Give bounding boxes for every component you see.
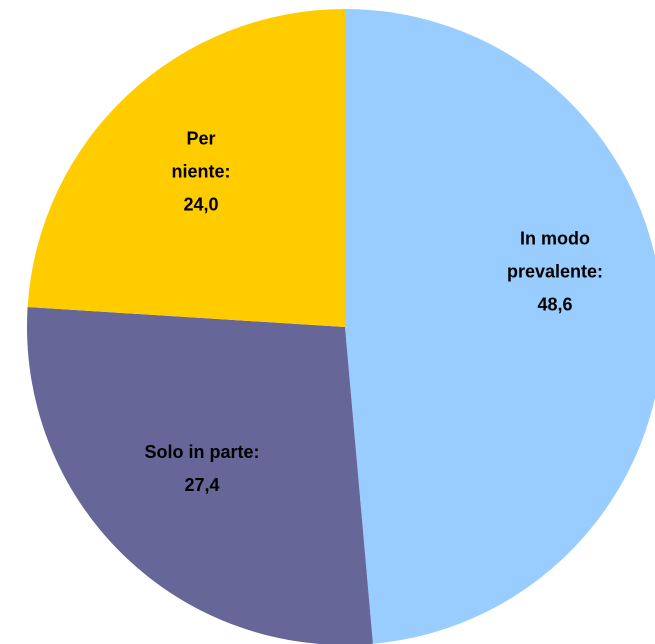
- pie-slice: [345, 9, 655, 644]
- slice-label: In modo prevalente: 48,6: [490, 223, 620, 322]
- slice-label: Solo in parte: 27,4: [127, 436, 277, 502]
- category-label: In modo prevalente:: [506, 228, 604, 282]
- category-label: Solo in parte:: [144, 442, 260, 462]
- pie-slice: [27, 307, 373, 644]
- value-label: 48,6: [537, 294, 573, 315]
- value-label: 24,0: [183, 194, 219, 215]
- category-label: Per niente:: [171, 128, 231, 182]
- slice-label: Per niente: 24,0: [156, 123, 246, 222]
- value-label: 27,4: [184, 475, 220, 495]
- pie-slice: [27, 9, 345, 327]
